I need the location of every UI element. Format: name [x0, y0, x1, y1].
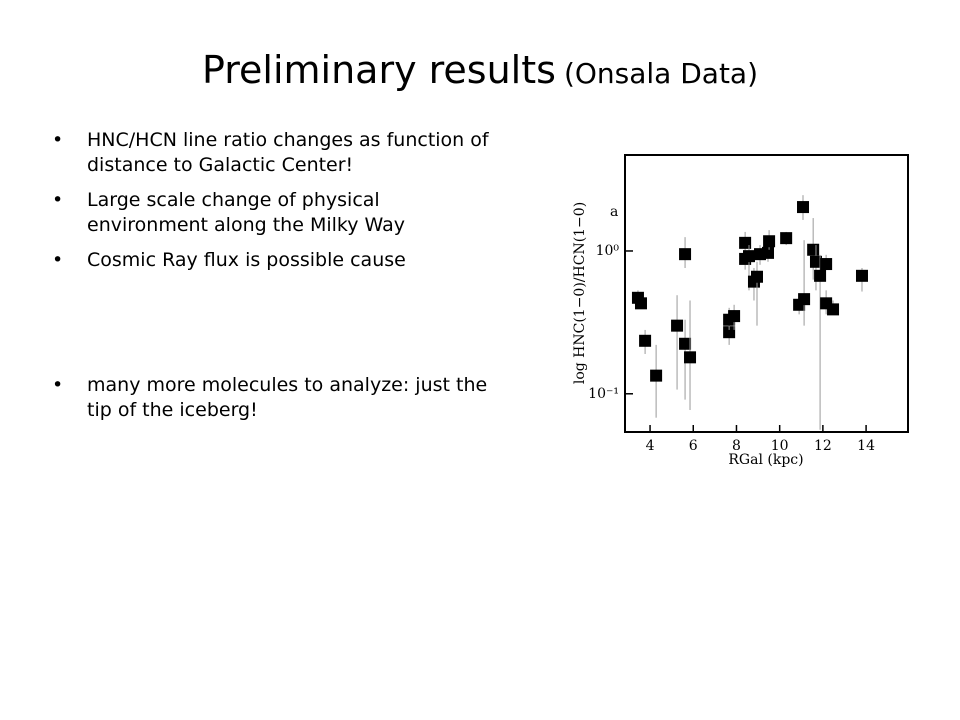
x-tick-label: 4	[646, 438, 655, 454]
data-point	[743, 250, 756, 263]
data-point	[671, 319, 684, 332]
y-tick-label: 10⁻¹	[588, 386, 619, 402]
data-point	[639, 334, 652, 347]
chart: a RGal (kpc) log HNC(1−0)/HCN(1−0) 4 6 8 10…	[572, 154, 909, 468]
x-tick-label: 14	[857, 438, 875, 454]
data-point	[650, 369, 663, 382]
x-tick-label: 6	[689, 438, 698, 454]
data-point	[809, 255, 822, 268]
y-tick-label: 10⁰	[596, 243, 620, 259]
x-axis-label: RGal (kpc)	[728, 452, 803, 468]
bullet: Large scale change of physical environme…	[52, 188, 497, 238]
data-point	[780, 232, 793, 245]
x-tick-label: 8	[732, 438, 741, 454]
data-point	[679, 337, 692, 350]
data-point	[723, 326, 736, 339]
data-point	[798, 293, 811, 306]
data-point	[762, 246, 775, 259]
data-point	[814, 269, 827, 282]
x-tick-label: 12	[814, 438, 832, 454]
data-point	[728, 310, 741, 323]
data-point	[855, 269, 868, 282]
x-tick-label: 10	[771, 438, 789, 454]
data-point	[739, 236, 752, 249]
data-point	[763, 235, 776, 248]
bullet: HNC/HCN line ratio changes as function o…	[52, 128, 497, 178]
bullet: Cosmic Ray flux is possible cause	[52, 248, 497, 273]
data-point	[750, 270, 763, 283]
plot-frame	[624, 154, 909, 433]
title-note: (Onsala Data)	[563, 57, 759, 90]
data-point	[634, 297, 647, 310]
slide-title: Preliminary results (Onsala Data)	[0, 48, 960, 92]
bullet: many more molecules to analyze: just the…	[52, 373, 497, 423]
data-point	[679, 248, 692, 261]
y-axis-label: log HNC(1−0)/HCN(1−0)	[572, 202, 588, 384]
data-point	[827, 303, 840, 316]
data-point	[684, 351, 697, 364]
annotation: a	[610, 204, 618, 220]
bullet-list: HNC/HCN line ratio changes as function o…	[52, 128, 497, 433]
data-point	[820, 258, 833, 271]
data-point	[797, 201, 810, 214]
title-main: Preliminary results	[201, 48, 556, 92]
data-point	[807, 243, 820, 256]
